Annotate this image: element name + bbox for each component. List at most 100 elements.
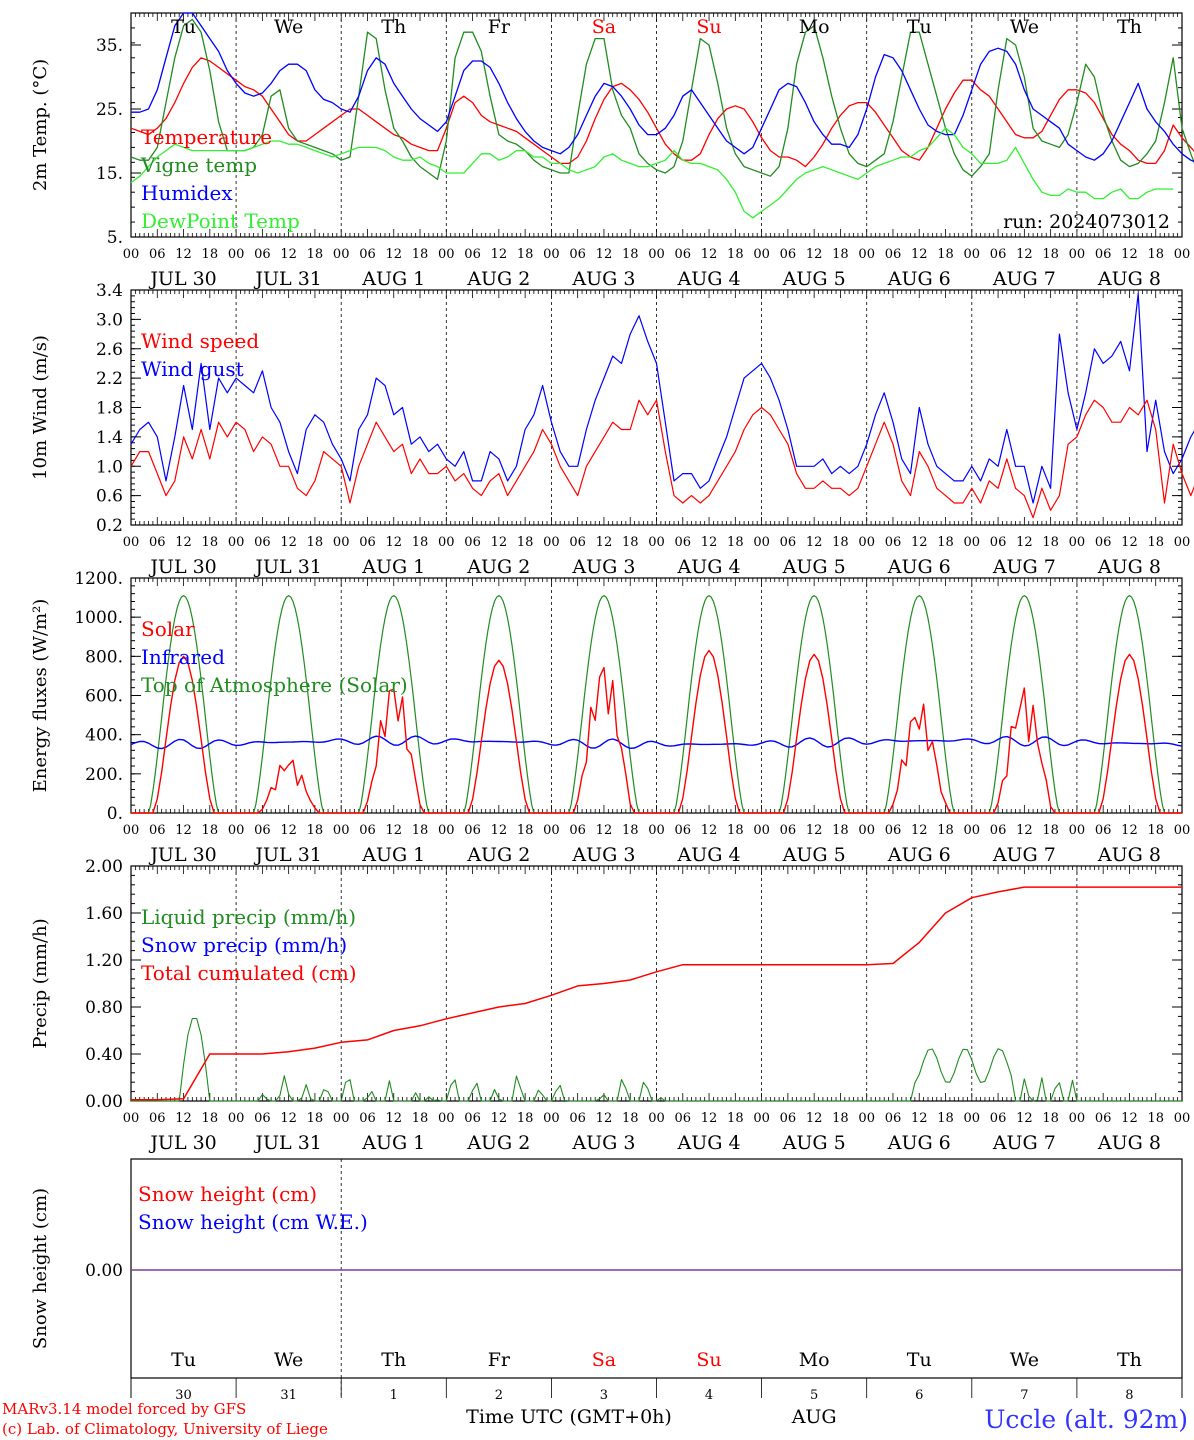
- hour-tick-label: 18: [622, 247, 639, 262]
- hour-tick-label: 06: [359, 535, 376, 550]
- hour-tick-label: 18: [622, 823, 639, 838]
- hour-tick-label: 06: [990, 823, 1007, 838]
- hour-tick-label: 18: [1147, 247, 1164, 262]
- y-tick-label: 0.00: [85, 1261, 123, 1281]
- x-axis-title: Time UTC (GMT+0h): [466, 1406, 672, 1428]
- hour-tick-label: 00: [543, 247, 560, 262]
- hour-tick-label: 06: [675, 823, 692, 838]
- hour-tick-label: 06: [885, 247, 902, 262]
- hour-tick-label: 00: [964, 1111, 981, 1126]
- hour-tick-label: 18: [412, 823, 429, 838]
- hour-tick-label: 00: [333, 823, 350, 838]
- date-label: JUL 30: [148, 268, 216, 290]
- y-tick-label: 1.60: [85, 904, 123, 924]
- month-label: AUG: [791, 1406, 837, 1428]
- hour-tick-label: 12: [175, 823, 192, 838]
- date-label: AUG 1: [361, 844, 425, 866]
- hour-tick-label: 06: [1095, 1111, 1112, 1126]
- hour-tick-label: 18: [727, 247, 744, 262]
- date-label: AUG 6: [887, 844, 951, 866]
- date-label: AUG 5: [782, 268, 846, 290]
- hour-tick-label: 00: [333, 535, 350, 550]
- hour-tick-label: 00: [858, 247, 875, 262]
- hour-tick-label: 18: [1042, 535, 1059, 550]
- hour-tick-label: 12: [1016, 823, 1033, 838]
- hour-tick-label: 12: [1121, 535, 1138, 550]
- hour-tick-label: 18: [1147, 823, 1164, 838]
- y-axis-label: Energy fluxes (W/m²): [30, 599, 51, 793]
- hour-tick-label: 18: [832, 823, 849, 838]
- date-label: AUG 3: [571, 268, 635, 290]
- hour-tick-label: 00: [1174, 247, 1191, 262]
- hour-tick-label: 06: [149, 535, 166, 550]
- day-label-bottom: Tu: [907, 1349, 932, 1371]
- hour-tick-label: 18: [727, 1111, 744, 1126]
- hour-tick-label: 18: [1147, 1111, 1164, 1126]
- hour-tick-label: 18: [202, 247, 219, 262]
- series-line-infrared: [130, 735, 1183, 750]
- hour-tick-label: 12: [1121, 247, 1138, 262]
- legend-entry: Humidex: [141, 181, 233, 205]
- legend-entry: DewPoint Temp: [141, 209, 300, 233]
- hour-tick-label: 00: [858, 1111, 875, 1126]
- day-number: 7: [1020, 1388, 1028, 1403]
- legend-entry: Top of Atmosphere (Solar): [141, 673, 408, 697]
- hour-tick-label: 06: [675, 247, 692, 262]
- day-label-bottom: Tu: [171, 1349, 196, 1371]
- y-tick-label: 1.4: [96, 428, 123, 448]
- hour-tick-label: 12: [280, 823, 297, 838]
- hour-tick-label: 18: [622, 535, 639, 550]
- hour-tick-label: 18: [1042, 823, 1059, 838]
- hour-tick-label: 06: [780, 247, 797, 262]
- y-tick-label: 15.: [96, 164, 123, 184]
- hour-tick-label: 00: [964, 823, 981, 838]
- hour-tick-label: 12: [280, 535, 297, 550]
- hour-tick-label: 18: [832, 535, 849, 550]
- hour-tick-label: 06: [675, 1111, 692, 1126]
- hour-tick-label: 00: [753, 535, 770, 550]
- hour-tick-label: 06: [254, 823, 271, 838]
- hour-tick-label: 06: [990, 535, 1007, 550]
- date-label: AUG 2: [466, 844, 530, 866]
- date-label: AUG 7: [992, 844, 1056, 866]
- date-label: AUG 8: [1097, 844, 1161, 866]
- day-label-bottom: Su: [696, 1349, 721, 1371]
- hour-tick-label: 18: [727, 823, 744, 838]
- hour-tick-label: 12: [911, 1111, 928, 1126]
- legend-entry: Vigne temp: [140, 153, 257, 177]
- date-label: JUL 30: [148, 844, 216, 866]
- hour-tick-label: 18: [517, 1111, 534, 1126]
- hour-tick-label: 18: [1042, 1111, 1059, 1126]
- y-tick-label: 400.: [85, 726, 123, 746]
- date-label: AUG 7: [992, 268, 1056, 290]
- hour-tick-label: 12: [491, 823, 508, 838]
- hour-tick-label: 12: [175, 535, 192, 550]
- hour-tick-label: 12: [806, 823, 823, 838]
- hour-tick-label: 06: [149, 247, 166, 262]
- y-tick-label: 1000.: [74, 608, 123, 628]
- hour-tick-label: 12: [1121, 1111, 1138, 1126]
- date-label: JUL 31: [253, 1132, 321, 1154]
- hour-tick-label: 00: [543, 1111, 560, 1126]
- hour-tick-label: 18: [412, 247, 429, 262]
- day-number: 4: [705, 1388, 713, 1403]
- y-tick-label: 0.2: [96, 516, 123, 536]
- hour-tick-label: 12: [1121, 823, 1138, 838]
- hour-tick-label: 00: [1069, 247, 1086, 262]
- hour-tick-label: 00: [648, 247, 665, 262]
- hour-tick-label: 18: [832, 247, 849, 262]
- y-tick-label: 35.: [96, 36, 123, 56]
- hour-tick-label: 00: [438, 823, 455, 838]
- hour-tick-label: 06: [569, 1111, 586, 1126]
- hour-tick-label: 12: [911, 823, 928, 838]
- day-label-top: Tu: [907, 16, 932, 38]
- date-label: AUG 6: [887, 268, 951, 290]
- legend-entry: Liquid precip (mm/h): [141, 905, 356, 929]
- hour-tick-label: 12: [385, 1111, 402, 1126]
- hour-tick-label: 12: [175, 247, 192, 262]
- hour-tick-label: 06: [569, 823, 586, 838]
- hour-tick-label: 12: [806, 1111, 823, 1126]
- hour-tick-label: 06: [359, 823, 376, 838]
- date-label: AUG 3: [571, 844, 635, 866]
- day-label-top: Sa: [592, 16, 616, 38]
